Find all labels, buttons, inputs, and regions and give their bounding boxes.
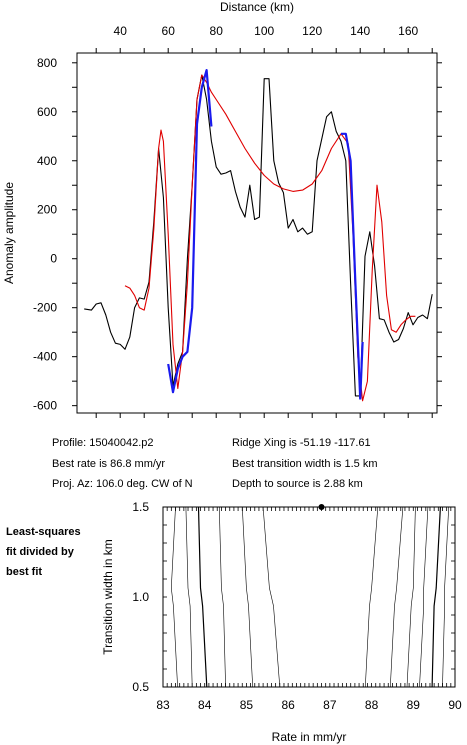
contour-line-8 — [390, 506, 404, 688]
contour-line-6 — [262, 506, 281, 688]
x-tick-label: 86 — [281, 698, 295, 712]
y-axis-title: Transition width in km — [101, 539, 115, 655]
y-tick-label: 800 — [37, 56, 57, 70]
contour-line-9 — [406, 506, 416, 688]
contour-line-11 — [431, 506, 441, 688]
y-tick-label: 200 — [37, 203, 57, 217]
contour-line-5 — [242, 506, 253, 688]
x-axis-title: Distance (km) — [220, 0, 294, 14]
series-line-1 — [124, 74, 416, 402]
series-line-3 — [341, 132, 362, 399]
profile-label: Profile: 15040042.p2 — [52, 437, 154, 449]
contour-line-4 — [219, 506, 226, 688]
contour-line-7 — [365, 506, 379, 688]
x-tick-label: 84 — [198, 698, 212, 712]
y-tick-label: 1.0 — [132, 590, 149, 604]
x-axis-title: Rate in mm/yr — [272, 730, 347, 744]
x-tick-label: 90 — [448, 698, 462, 712]
x-tick-label: 140 — [350, 24, 370, 38]
x-tick-label: 83 — [156, 698, 170, 712]
y-tick-label: -200 — [33, 301, 57, 315]
y-tick-label: 0 — [50, 252, 57, 266]
contour-note: Least-squares fit divided by best fit — [6, 522, 81, 582]
contour-line-12 — [442, 506, 449, 688]
misfit-contour-chart: 83 84 85 86 87 88 89 90 Rate in mm/yr 0.5 1.0 1.5 Tr… — [101, 500, 462, 744]
contour-line-3 — [197, 506, 208, 688]
x-tick-label: 80 — [210, 24, 224, 38]
plot-frame — [76, 52, 438, 414]
ridge-crossing-label: Ridge Xing is -51.19 -117.61 — [232, 437, 371, 449]
x-tick-label: 40 — [114, 24, 128, 38]
x-tick-label: 120 — [302, 24, 322, 38]
y-tick-label: 0.5 — [132, 680, 149, 694]
best-width-label: Best transition width is 1.5 km — [232, 458, 378, 470]
profile-chart: 40 60 80 100 120 140 160 Distance (km) -600 -400 -… — [2, 0, 442, 418]
y-tick-label: 1.5 — [132, 500, 149, 514]
source-depth-label: Depth to source is 2.88 km — [232, 478, 363, 490]
contour-line-10 — [419, 506, 429, 688]
x-tick-label: 87 — [323, 698, 337, 712]
x-tick-label: 100 — [254, 24, 274, 38]
best-rate-label: Best rate is 86.8 mm/yr — [52, 458, 166, 470]
y-tick-label: 400 — [37, 154, 57, 168]
y-tick-label: -600 — [33, 399, 57, 413]
x-tick-label: 85 — [240, 698, 254, 712]
y-tick-label: -400 — [33, 350, 57, 364]
series-line-2 — [167, 68, 213, 394]
projection-azimuth-label: Proj. Az: 106.0 deg. CW of N — [52, 478, 193, 490]
y-axis-title: Anomaly amplitude — [2, 182, 16, 284]
contour-note-line-1: Least-squares — [6, 526, 81, 538]
x-tick-label: 88 — [365, 698, 379, 712]
x-tick-label: 160 — [398, 24, 418, 38]
best-fit-point — [318, 504, 325, 510]
y-tick-label: 600 — [37, 105, 57, 119]
x-tick-label: 60 — [162, 24, 176, 38]
contour-note-line-3: best fit — [6, 566, 43, 578]
contour-note-line-2: fit divided by — [6, 546, 74, 558]
series-line-0 — [84, 74, 433, 397]
series-line-4 — [359, 341, 364, 400]
contour-line-2 — [185, 506, 193, 688]
contour-line-1 — [170, 506, 178, 688]
contour-frame — [162, 506, 456, 688]
x-tick-label: 89 — [407, 698, 421, 712]
